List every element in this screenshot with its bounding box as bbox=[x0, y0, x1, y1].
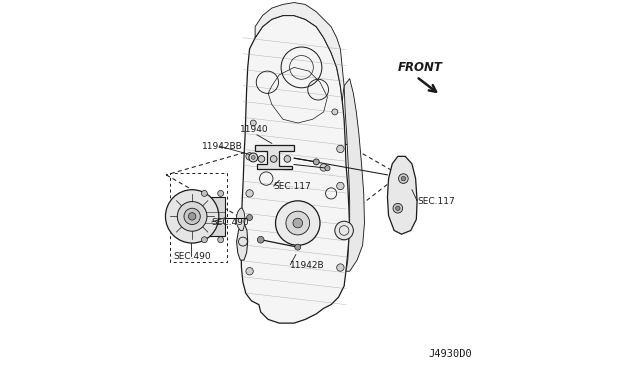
Circle shape bbox=[272, 153, 279, 160]
Circle shape bbox=[177, 202, 207, 231]
Text: 11940: 11940 bbox=[239, 125, 268, 134]
Circle shape bbox=[284, 155, 291, 162]
Polygon shape bbox=[241, 16, 349, 323]
Text: SEC.117: SEC.117 bbox=[417, 197, 455, 206]
Circle shape bbox=[202, 190, 207, 196]
Circle shape bbox=[257, 236, 264, 243]
Circle shape bbox=[314, 159, 319, 165]
Circle shape bbox=[270, 155, 277, 162]
Circle shape bbox=[337, 264, 344, 271]
Circle shape bbox=[246, 215, 253, 221]
Circle shape bbox=[246, 190, 253, 197]
Polygon shape bbox=[255, 145, 294, 169]
Circle shape bbox=[184, 208, 200, 225]
Polygon shape bbox=[387, 156, 417, 234]
Bar bbox=[200, 197, 225, 236]
Polygon shape bbox=[344, 78, 364, 271]
Circle shape bbox=[276, 201, 320, 245]
Text: SEC.117: SEC.117 bbox=[274, 182, 312, 191]
Text: FRONT: FRONT bbox=[398, 61, 443, 74]
Circle shape bbox=[286, 211, 310, 235]
Text: SEC.490: SEC.490 bbox=[212, 218, 250, 227]
Circle shape bbox=[401, 176, 406, 181]
Text: 11942BB: 11942BB bbox=[202, 142, 243, 151]
Polygon shape bbox=[237, 208, 245, 231]
Text: J4930D0: J4930D0 bbox=[428, 349, 472, 359]
Circle shape bbox=[396, 206, 400, 211]
Circle shape bbox=[218, 237, 223, 243]
Circle shape bbox=[293, 218, 303, 228]
Circle shape bbox=[335, 221, 353, 240]
Circle shape bbox=[166, 190, 219, 243]
Circle shape bbox=[218, 190, 223, 196]
Polygon shape bbox=[237, 223, 248, 260]
Circle shape bbox=[337, 182, 344, 190]
Circle shape bbox=[332, 109, 338, 115]
Circle shape bbox=[295, 244, 301, 250]
Circle shape bbox=[246, 267, 253, 275]
Circle shape bbox=[202, 237, 207, 243]
Circle shape bbox=[188, 213, 196, 220]
Polygon shape bbox=[255, 3, 344, 101]
Circle shape bbox=[258, 155, 265, 162]
Text: 11942B: 11942B bbox=[291, 260, 325, 270]
Circle shape bbox=[393, 203, 403, 213]
Circle shape bbox=[249, 153, 258, 162]
Text: SEC.490: SEC.490 bbox=[173, 252, 211, 262]
Circle shape bbox=[325, 166, 330, 171]
Circle shape bbox=[320, 164, 328, 171]
Circle shape bbox=[246, 153, 253, 160]
Circle shape bbox=[337, 145, 344, 153]
Circle shape bbox=[250, 120, 256, 126]
Circle shape bbox=[399, 174, 408, 183]
Circle shape bbox=[252, 155, 255, 159]
